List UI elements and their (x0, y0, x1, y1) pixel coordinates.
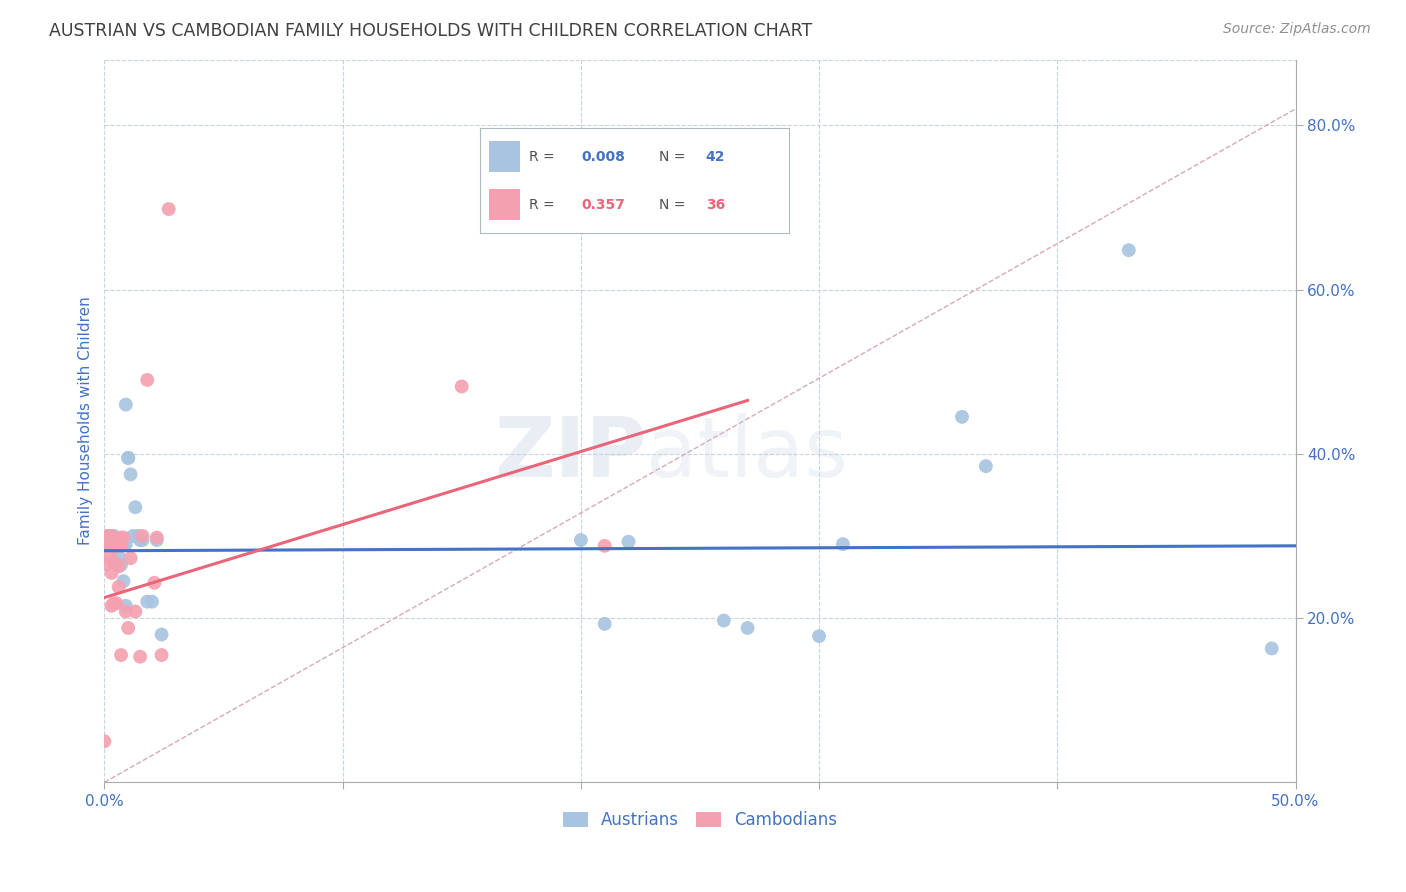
Point (143, 575, 166, 590)
Point (124, 605, 146, 619)
Point (107, 580, 129, 594)
Point (131, 533, 153, 547)
Point (103, 529, 125, 543)
Point (141, 595, 163, 609)
Point (103, 537, 125, 551)
Point (617, 534, 640, 549)
Point (100, 537, 122, 551)
Point (974, 459, 997, 474)
Point (832, 537, 855, 551)
Point (107, 559, 129, 574)
Point (950, 409, 973, 424)
Point (150, 627, 173, 641)
Point (117, 621, 139, 635)
Point (146, 533, 169, 547)
Point (114, 605, 136, 619)
Point (131, 529, 153, 543)
Point (105, 533, 128, 547)
Point (114, 537, 136, 551)
Point (117, 450, 139, 465)
Point (129, 533, 152, 547)
Point (105, 534, 128, 549)
Point (122, 529, 145, 543)
Point (98, 531, 121, 545)
Point (713, 614, 735, 628)
Point (96, 537, 118, 551)
Text: Source: ZipAtlas.com: Source: ZipAtlas.com (1223, 22, 1371, 37)
Point (105, 596, 128, 610)
Point (120, 467, 142, 482)
Point (98, 549, 121, 564)
Point (107, 549, 129, 564)
Point (100, 533, 122, 547)
Point (105, 537, 128, 551)
Point (96, 529, 118, 543)
Point (110, 533, 132, 547)
Point (150, 648, 173, 662)
Point (105, 533, 128, 547)
Point (112, 537, 135, 551)
Point (120, 551, 142, 566)
Text: AUSTRIAN VS CAMBODIAN FAMILY HOUSEHOLDS WITH CHILDREN CORRELATION CHART: AUSTRIAN VS CAMBODIAN FAMILY HOUSEHOLDS … (49, 22, 813, 40)
Point (103, 555, 125, 569)
Point (100, 599, 122, 613)
Point (737, 621, 759, 635)
Point (112, 574, 135, 588)
Text: atlas: atlas (647, 413, 848, 494)
Point (96, 558, 118, 572)
Point (98, 529, 121, 543)
Point (110, 531, 132, 545)
Point (129, 649, 152, 664)
Point (114, 599, 136, 613)
Point (593, 616, 616, 631)
Point (100, 566, 122, 580)
Point (117, 450, 139, 465)
Point (808, 629, 831, 643)
Point (107, 537, 129, 551)
Point (157, 202, 180, 216)
Point (98, 534, 121, 549)
Y-axis label: Family Households with Children: Family Households with Children (79, 297, 93, 545)
Point (136, 373, 159, 387)
Point (569, 533, 592, 547)
Point (103, 596, 125, 610)
Point (110, 539, 132, 553)
Point (136, 595, 159, 609)
Point (103, 539, 125, 553)
Point (98, 537, 121, 551)
Point (96, 533, 118, 547)
Point (110, 558, 132, 572)
Point (110, 648, 132, 662)
Point (1118, 243, 1140, 257)
Point (105, 541, 128, 556)
Point (124, 500, 146, 515)
Point (450, 379, 472, 393)
Point (127, 529, 149, 543)
Point (112, 531, 135, 545)
Point (107, 539, 129, 553)
Text: ZIP: ZIP (494, 413, 647, 494)
Point (114, 398, 136, 412)
Point (593, 539, 616, 553)
Legend: Austrians, Cambodians: Austrians, Cambodians (557, 804, 844, 836)
Point (146, 531, 169, 545)
Point (1260, 641, 1282, 656)
Point (93, 734, 115, 748)
Point (100, 529, 122, 543)
